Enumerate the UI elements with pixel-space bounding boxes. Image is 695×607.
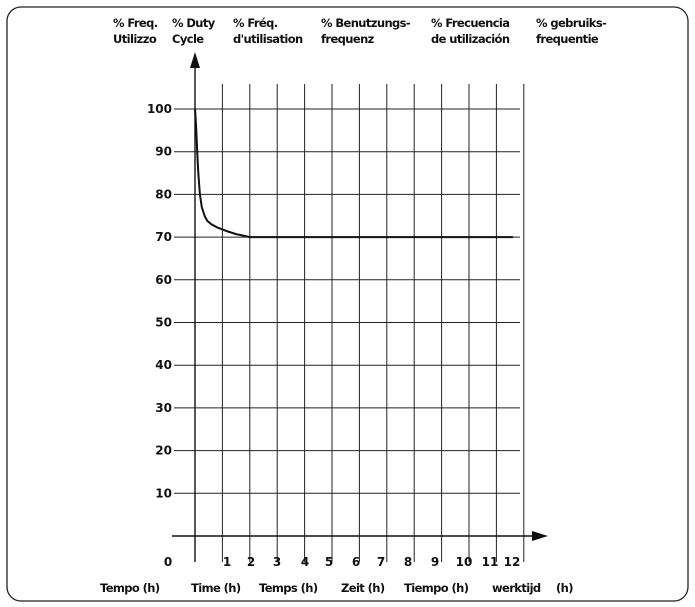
series-1-point-17 — [304, 236, 306, 238]
y-axis-arrow — [190, 52, 200, 68]
series-1-point-3 — [197, 172, 199, 174]
x-label-6: werktijd — [492, 581, 541, 595]
x-tick-label-12: 12 — [504, 555, 521, 569]
series-1-point-7 — [206, 220, 208, 222]
series-1-point-13 — [243, 235, 245, 237]
series-1-point-0 — [194, 108, 196, 110]
series-1-point-14 — [249, 236, 251, 238]
series-1-point-10 — [221, 228, 223, 231]
header-1-line-1: % Freq. — [113, 16, 158, 30]
series-1-point-2 — [196, 151, 198, 153]
y-tick-label-20: 20 — [155, 444, 172, 458]
series-1-point-5 — [201, 206, 203, 208]
x-tick-label-11: 11 — [482, 555, 499, 569]
y-tick-label-80: 80 — [155, 187, 172, 201]
series-1-point-11 — [227, 230, 229, 233]
y-tick-label-30: 30 — [155, 401, 172, 415]
y-tick-label-100: 100 — [147, 102, 172, 116]
x-tick-label-6: 6 — [352, 555, 360, 569]
series-1-point-21 — [413, 236, 415, 238]
x-label-5: Tiempo (h) — [404, 581, 469, 595]
header-3-line-2: d'utilisation — [233, 32, 303, 46]
x-tick-label-4: 4 — [301, 555, 309, 569]
x-label-4: Zeit (h) — [341, 581, 385, 595]
series-1-line — [194, 108, 513, 239]
series-1-point-16 — [276, 236, 278, 238]
series-1-point-9 — [216, 226, 218, 228]
series-1-point-24 — [495, 236, 497, 238]
header-2-line-2: Cycle — [172, 32, 204, 46]
series-1-point-20 — [386, 236, 388, 238]
series-1-point-19 — [358, 236, 360, 238]
series-1-point-1 — [195, 125, 197, 127]
header-5-line-2: de utilización — [431, 32, 510, 46]
series-1-point-12 — [235, 233, 237, 235]
x-tick-label-9: 9 — [431, 555, 439, 569]
x-axis-arrow — [532, 531, 548, 541]
series-1-point-22 — [441, 236, 443, 238]
x-label-7: (h) — [556, 581, 573, 595]
x-label-2: Time (h) — [191, 581, 241, 595]
x-tick-label-0: 0 — [164, 555, 172, 569]
x-tick-label-2: 2 — [247, 555, 255, 569]
x-label-3: Temps (h) — [259, 581, 318, 595]
x-tick-label-3: 3 — [273, 555, 281, 569]
x-label-1: Tempo (h) — [100, 581, 160, 595]
header-6-line-2: frequentie — [536, 32, 599, 46]
series-1-point-15 — [262, 236, 265, 238]
x-tick-label-5: 5 — [325, 555, 333, 569]
x-tick-label-8: 8 — [404, 555, 412, 569]
series-1-point-18 — [331, 236, 333, 238]
header-6-line-1: % gebruiks- — [536, 16, 607, 30]
series-1-point-8 — [210, 223, 213, 225]
y-tick-label-10: 10 — [155, 486, 172, 500]
series-1-point-25 — [512, 236, 514, 238]
x-tick-label-1: 1 — [223, 555, 231, 569]
y-tick-label-40: 40 — [155, 358, 172, 372]
y-tick-label-60: 60 — [155, 273, 172, 287]
header-5-line-1: % Frecuencia — [431, 16, 509, 30]
series-1-point-23 — [468, 236, 470, 238]
y-tick-label-90: 90 — [155, 145, 172, 159]
header-4-line-1: % Benutzungs- — [321, 16, 411, 30]
header-3-line-1: % Fréq. — [233, 16, 278, 30]
header-2-line-1: % Duty — [172, 16, 216, 30]
x-tick-label-7: 7 — [377, 555, 385, 569]
series-1-point-6 — [203, 215, 206, 217]
header-4-line-2: frequenz — [321, 32, 375, 46]
y-tick-label-50: 50 — [155, 316, 172, 330]
y-tick-label-70: 70 — [155, 230, 172, 244]
x-tick-label-10: 10 — [456, 555, 473, 569]
series-1-point-4 — [199, 193, 201, 195]
header-1-line-2: Utilizzo — [113, 32, 157, 46]
